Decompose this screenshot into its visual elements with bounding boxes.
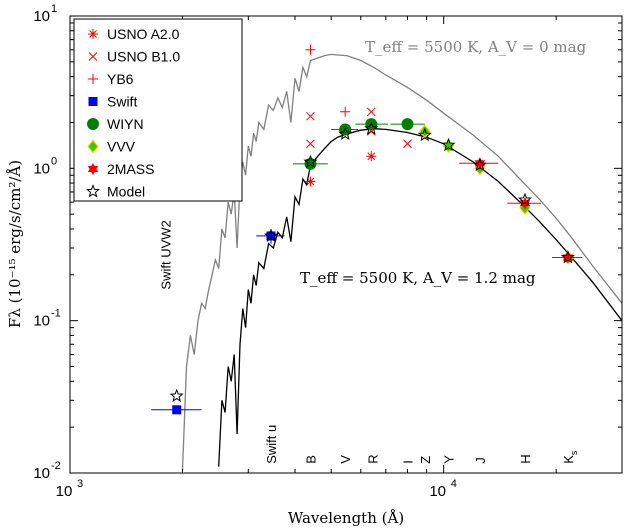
legend-marker — [88, 97, 98, 106]
y-tick-exponent: -1 — [51, 308, 61, 320]
point-usno-a2-0 — [305, 176, 316, 187]
y-axis-label: Fλ (10⁻¹⁵ erg/s/cm²/Å) — [6, 160, 24, 328]
point-model — [417, 127, 432, 142]
legend-marker — [88, 52, 98, 61]
legend-marker — [88, 74, 98, 84]
model-curve-reddened — [218, 128, 622, 467]
point-yb6 — [340, 106, 351, 117]
band-label: Swift u — [264, 425, 279, 464]
x-tick-label: 10 — [56, 483, 73, 500]
model-curve-unreddened — [181, 53, 622, 470]
point-yb6 — [305, 44, 316, 55]
series-usno-a2-0 — [305, 151, 377, 187]
model-curves — [181, 53, 622, 470]
point-usno-b1-0 — [306, 139, 315, 149]
legend-label: VVV — [107, 139, 136, 155]
legend-marker — [88, 29, 98, 39]
legend-marker — [86, 184, 100, 198]
point-model — [560, 250, 575, 264]
point-model — [264, 228, 278, 242]
series-usno-b1-0 — [306, 107, 412, 149]
legend-marker — [87, 139, 99, 154]
series-vvv — [419, 124, 574, 265]
point-swift — [172, 405, 182, 415]
legend: USNO A2.0 USNO B1.0 YB6 Swift WIYN VVV 2MASS Mo… — [73, 18, 243, 202]
band-label: Swift UVW2 — [158, 220, 173, 289]
y-tick-label: 10 — [33, 313, 50, 330]
band-label: H — [518, 454, 533, 463]
point-model — [364, 121, 379, 135]
x-tick-label: 10 — [429, 483, 446, 500]
point-model — [441, 137, 456, 152]
legend-label: YB6 — [107, 71, 134, 87]
y-tick-exponent: -2 — [51, 460, 61, 472]
point-model — [518, 192, 533, 206]
x-tick-exponent: 4 — [451, 478, 457, 490]
point-model — [472, 157, 487, 172]
point-wiyn — [401, 118, 414, 131]
y-tick-exponent: 0 — [51, 155, 57, 167]
band-label: Z — [418, 456, 433, 464]
point-model — [338, 126, 353, 141]
band-label: B — [303, 455, 318, 464]
legend-marker — [87, 166, 99, 175]
axes: 10 3 10 410 -210 -110 010 1 — [33, 3, 623, 500]
series-wiyn — [292, 118, 425, 170]
legend-label: Model — [107, 184, 145, 200]
model-label-reddened: T_eff = 5500 K, A_V = 1.2 mag — [300, 269, 536, 287]
band-label: I — [400, 460, 415, 464]
x-axis-label: Wavelength (Å) — [288, 509, 404, 527]
y-tick-label: 10 — [33, 8, 50, 25]
legend-label: USNO A2.0 — [107, 26, 180, 42]
band-label: R — [366, 454, 381, 463]
legend-label: WIYN — [107, 116, 144, 132]
band-label: V — [338, 455, 353, 464]
point-model — [303, 154, 318, 169]
series-swift — [151, 228, 285, 415]
band-labels: Swift UVW2 Swift u B V R I Z Y J H Ks — [158, 220, 579, 464]
point-usno-a2-0 — [366, 151, 377, 162]
legend-label: USNO B1.0 — [107, 49, 180, 65]
legend-label: 2MASS — [107, 161, 154, 177]
series-yb6 — [305, 44, 351, 117]
point-usno-b1-0 — [306, 111, 315, 121]
photometry-points — [151, 44, 583, 415]
point-usno-b1-0 — [366, 107, 376, 117]
legend-label: Swift — [107, 94, 137, 110]
point-swift — [266, 231, 276, 241]
y-tick-exponent: 1 — [51, 3, 57, 15]
band-label: Ks — [561, 450, 579, 464]
legend-box — [73, 18, 243, 202]
point-model — [169, 388, 184, 403]
band-label: Y — [441, 455, 456, 464]
band-label: J — [473, 457, 488, 464]
y-tick-label: 10 — [33, 465, 50, 482]
legend-marker — [87, 118, 99, 130]
point-2mass — [474, 160, 486, 170]
series-model — [169, 121, 575, 403]
plot-frame — [69, 15, 623, 474]
point-2mass — [562, 254, 574, 264]
y-tick-label: 10 — [33, 160, 50, 177]
model-label-unreddened: T_eff = 5500 K, A_V = 0 mag — [365, 38, 587, 56]
x-tick-exponent: 3 — [77, 478, 83, 490]
point-usno-b1-0 — [403, 139, 412, 149]
